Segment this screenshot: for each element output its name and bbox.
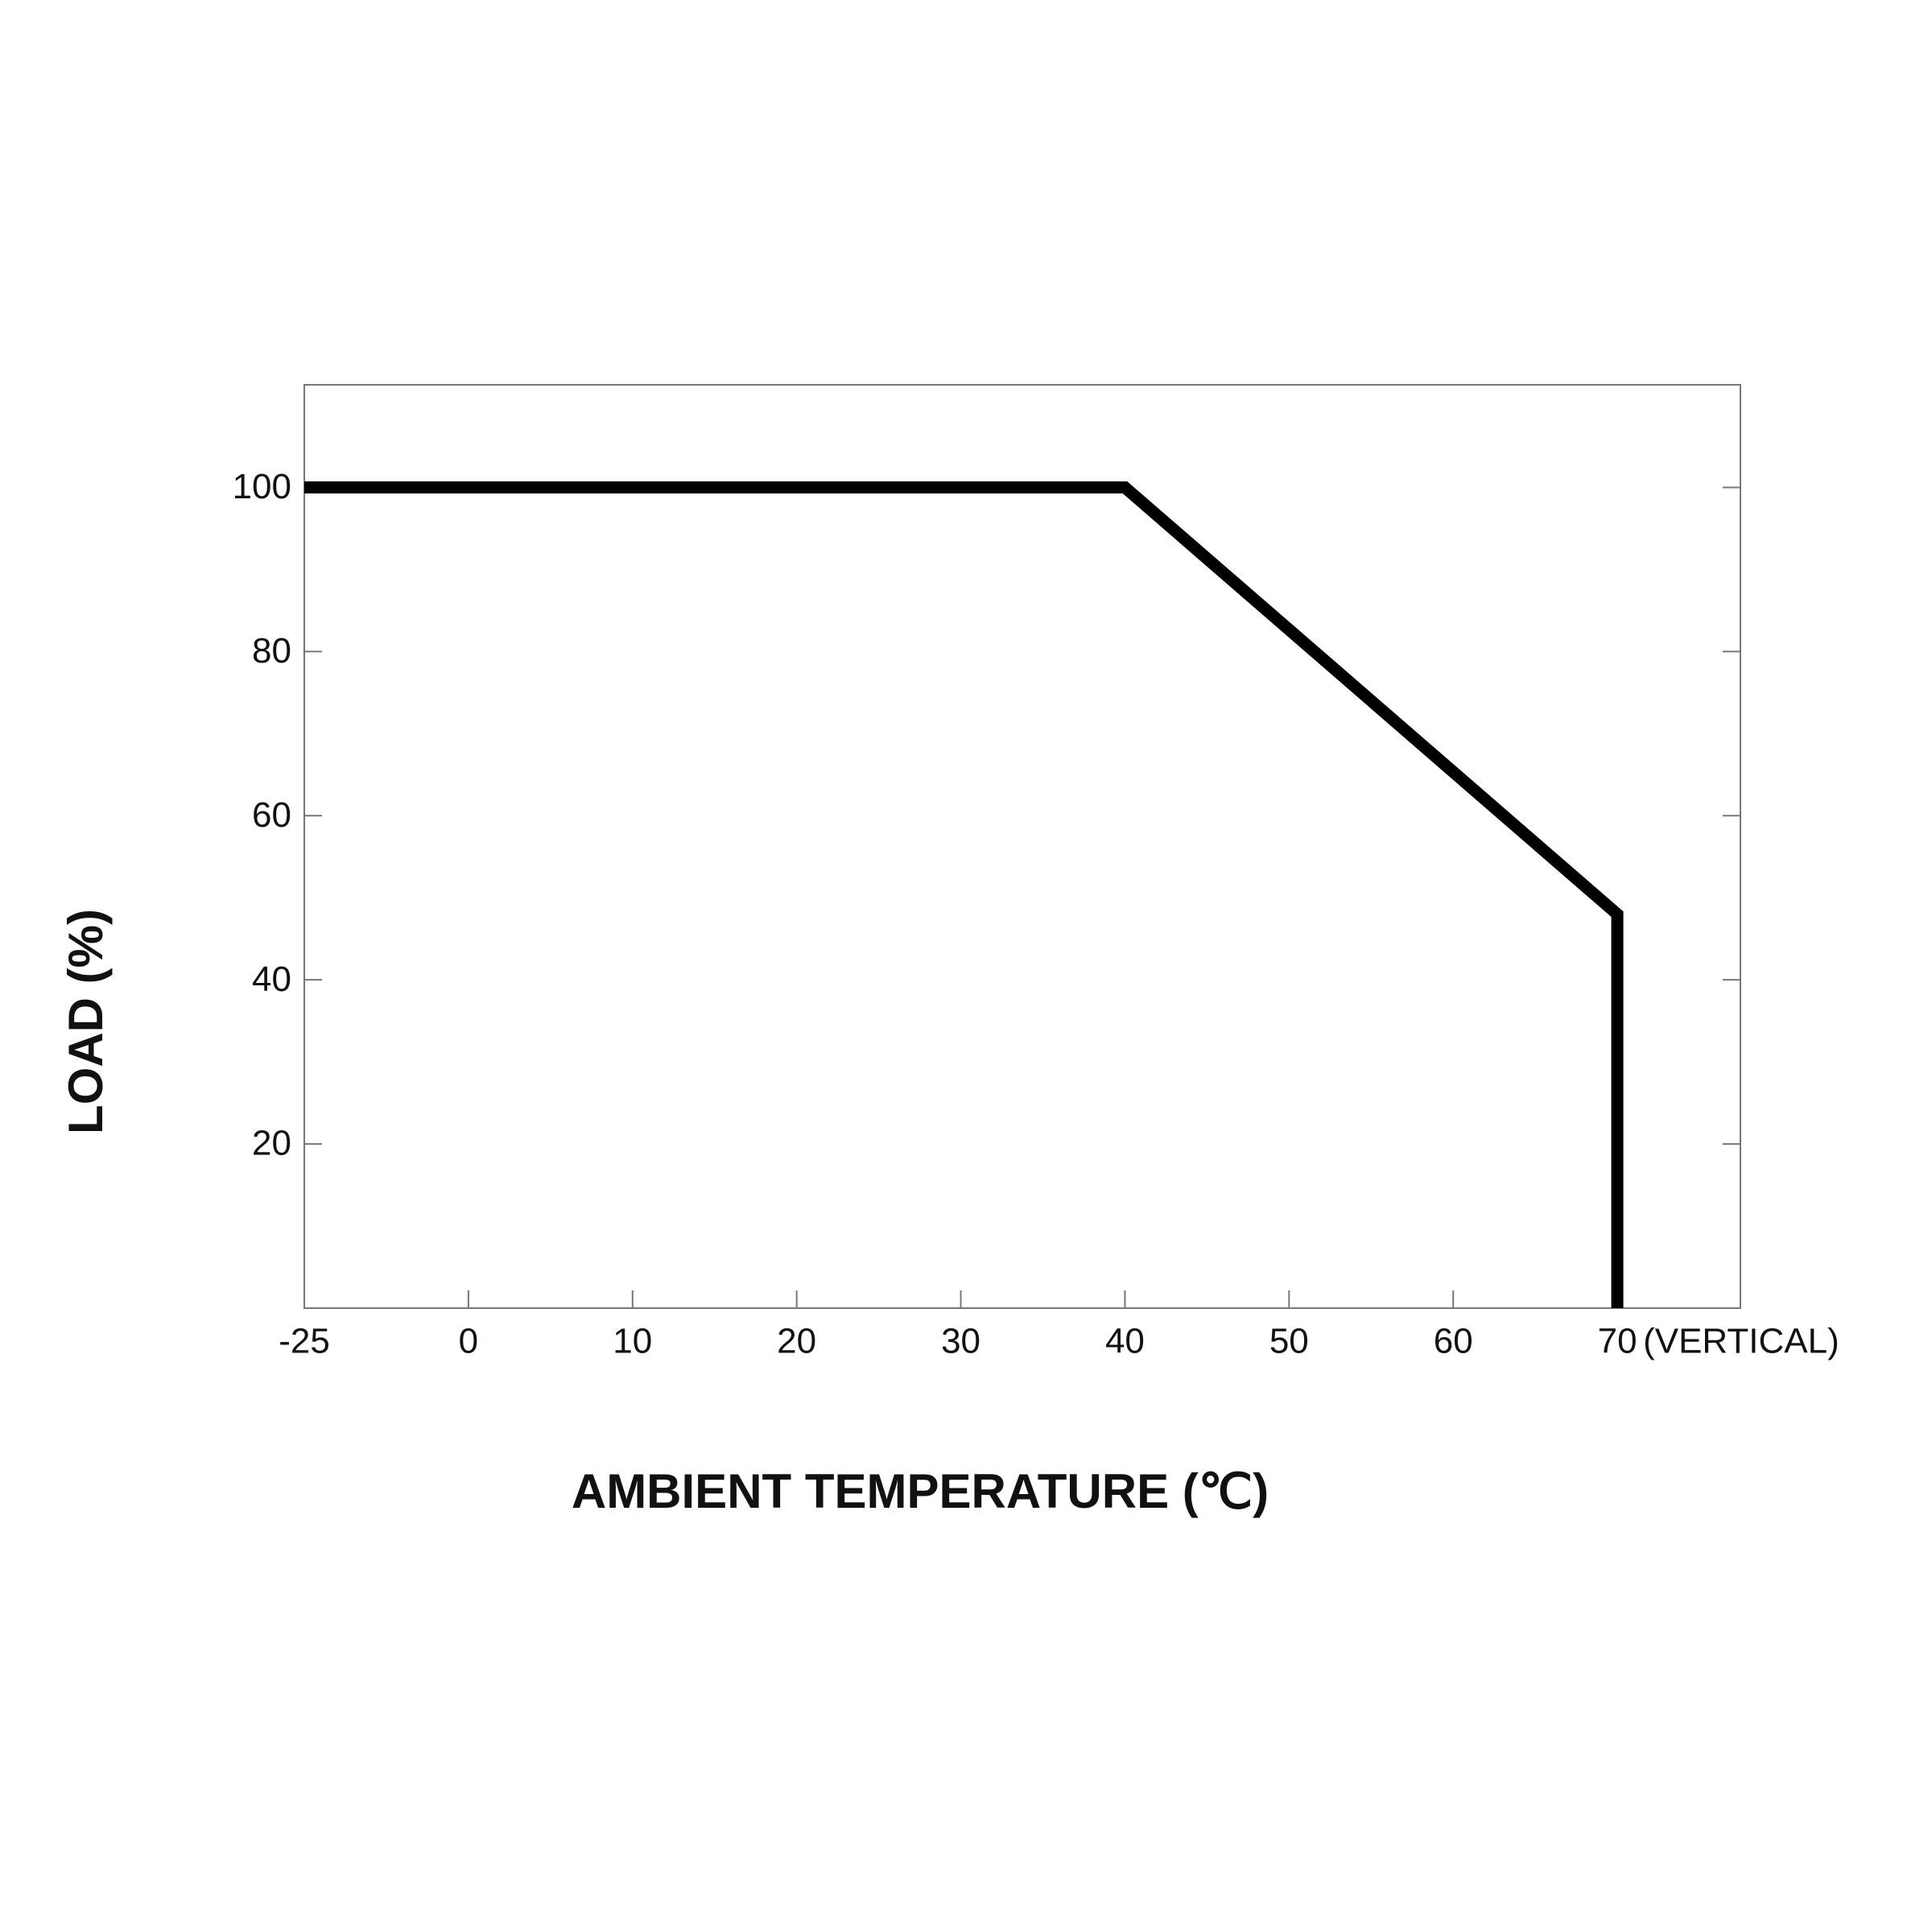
- y-tick-label: 60: [252, 795, 291, 835]
- y-tick-label: 20: [252, 1124, 291, 1163]
- x-axis-title: AMBIENT TEMPERATURE (℃): [572, 1464, 1269, 1518]
- x-tick-label: 10: [613, 1322, 652, 1361]
- x-tick-label: 40: [1105, 1322, 1145, 1361]
- x-tick-label: 20: [777, 1322, 816, 1361]
- y-tick-label: 80: [252, 631, 291, 671]
- x-annotation: (VERTICAL): [1643, 1322, 1839, 1361]
- y-axis-title: LOAD (%): [59, 909, 113, 1134]
- x-tick-label: 0: [459, 1322, 478, 1361]
- plot-frame: [303, 384, 1741, 1309]
- y-tick-label: 40: [252, 960, 291, 999]
- x-tick-label: 30: [941, 1322, 980, 1361]
- y-tick-label: 100: [233, 467, 291, 506]
- derating-line: [304, 481, 1624, 1308]
- x-tick-label: -25: [279, 1322, 330, 1361]
- x-tick-label: 70: [1598, 1322, 1637, 1361]
- x-tick-label: 50: [1269, 1322, 1309, 1361]
- x-tick-label: 60: [1434, 1322, 1473, 1361]
